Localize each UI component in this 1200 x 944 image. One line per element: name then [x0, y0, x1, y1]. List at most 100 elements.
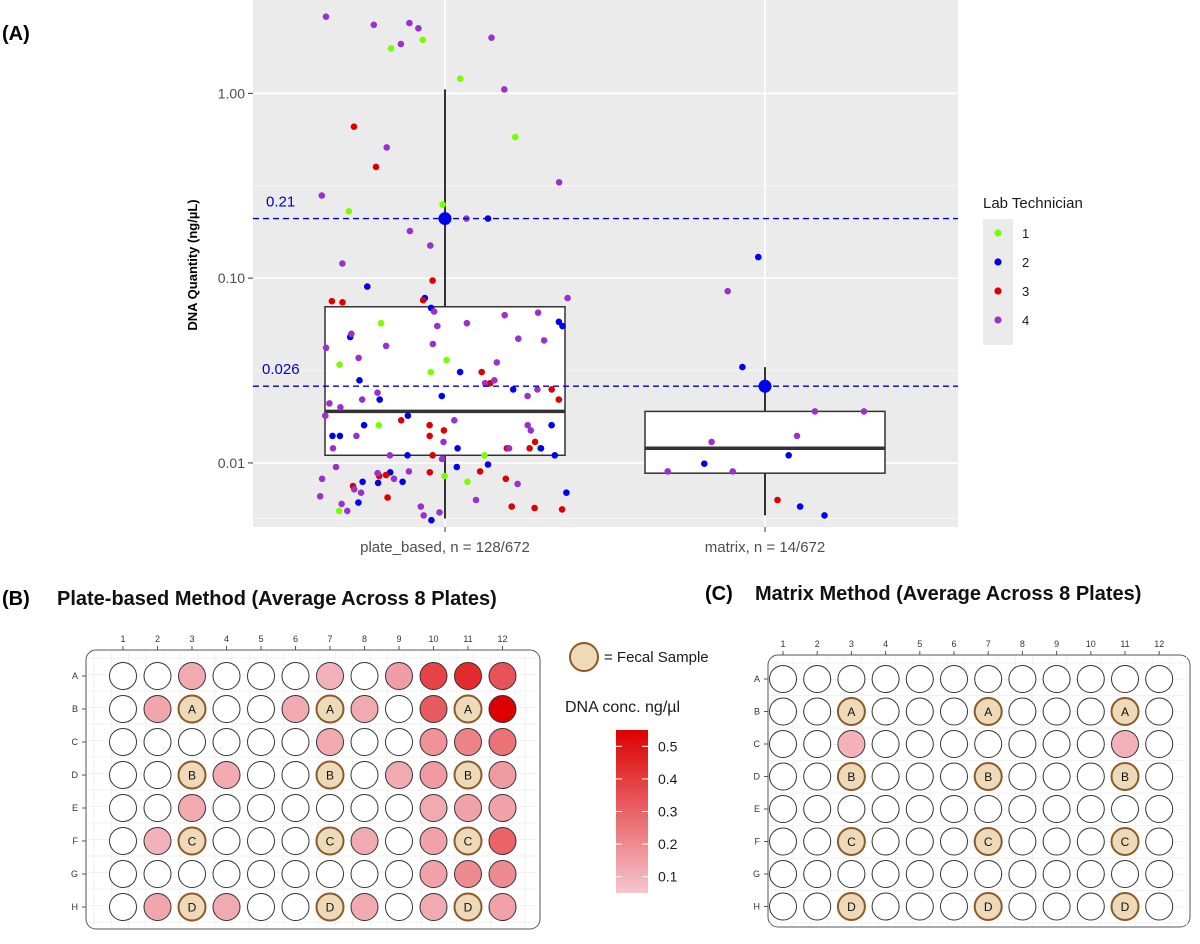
- well-G_12: [1145, 860, 1174, 888]
- well-A_12: [488, 662, 517, 690]
- well-A_7: [316, 662, 344, 690]
- well-D_4: [871, 762, 900, 791]
- data-point-tech-2: [453, 463, 461, 471]
- plate-col-label: 1: [780, 639, 785, 649]
- well-C_4: [212, 728, 241, 756]
- well-C_5: [247, 728, 275, 756]
- plate-row-label: G: [71, 869, 78, 879]
- well-H_1: [769, 892, 797, 921]
- well-fecal-B_7: [973, 697, 1003, 726]
- well-H_1: [109, 893, 137, 921]
- data-point-tech-4: [527, 427, 535, 434]
- data-point-tech-3: [502, 475, 510, 483]
- well-fecal-label: B: [847, 770, 855, 784]
- well-fecal-B_3: [177, 694, 207, 724]
- plate-col-label: 9: [1054, 639, 1059, 649]
- plate-row-label: E: [754, 804, 760, 814]
- well-C_7: [316, 728, 344, 756]
- well-F_1: [109, 827, 137, 855]
- well-G_11: [454, 860, 482, 888]
- well-fecal-label: A: [464, 703, 472, 717]
- data-point-tech-2: [821, 512, 828, 519]
- legend-label: 4: [1022, 313, 1029, 328]
- data-point-tech-3: [350, 123, 358, 130]
- well-A_10: [419, 662, 448, 690]
- plate-col-label: 4: [224, 634, 229, 644]
- well-G_11: [1111, 860, 1139, 888]
- data-point-tech-4: [430, 308, 438, 315]
- plate-row-label: B: [72, 704, 78, 714]
- data-point-tech-1: [512, 133, 519, 141]
- colorbar-title: DNA conc. ng/µl: [565, 699, 680, 716]
- data-point-tech-3: [774, 496, 781, 504]
- data-point-tech-2: [701, 460, 708, 468]
- well-A_8: [1008, 665, 1037, 693]
- well-fecal-H_7: [973, 892, 1003, 921]
- well-A_3: [178, 662, 206, 690]
- well-B_10: [1076, 697, 1105, 726]
- plate-col-label: 11: [1120, 639, 1129, 649]
- well-fecal-label: D: [1121, 900, 1130, 914]
- data-point-tech-2: [336, 432, 344, 440]
- well-fecal-label: B: [326, 769, 334, 783]
- well-G_5: [905, 860, 934, 888]
- reference-line-label: 0.21: [266, 194, 295, 211]
- plate-col-label: 11: [463, 634, 472, 644]
- y-tick-label: 0.10: [218, 270, 245, 286]
- data-point-tech-3: [429, 452, 437, 459]
- data-point-tech-1: [387, 45, 395, 52]
- well-fecal-D_3: [177, 760, 207, 790]
- well-B_8: [350, 695, 379, 723]
- well-C_10: [419, 728, 448, 756]
- well-D_9: [385, 761, 413, 789]
- well-fecal-F_7: [973, 827, 1003, 856]
- well-A_2: [143, 662, 172, 690]
- well-fecal-F_11: [453, 826, 483, 856]
- data-point-tech-4: [472, 496, 480, 504]
- well-fecal-D_7: [315, 760, 345, 790]
- well-C_9: [1042, 730, 1071, 758]
- well-G_5: [247, 860, 275, 888]
- well-F_5: [247, 827, 275, 855]
- plate-row-label: D: [754, 772, 761, 782]
- data-point-tech-4: [438, 455, 446, 463]
- well-F_8: [350, 827, 379, 855]
- data-point-tech-3: [384, 494, 391, 501]
- data-point-tech-3: [397, 417, 405, 424]
- well-E_10: [419, 794, 448, 822]
- data-point-tech-4: [337, 404, 344, 411]
- data-point-tech-2: [359, 478, 366, 486]
- data-point-tech-2: [755, 253, 762, 261]
- well-B_4: [212, 695, 241, 723]
- data-point-tech-4: [415, 25, 422, 32]
- y-tick-label: 1.00: [218, 85, 245, 101]
- plate-row-label: H: [754, 902, 761, 912]
- well-E_6: [281, 794, 310, 822]
- plate-col-label: 8: [1020, 639, 1025, 649]
- data-point-tech-3: [476, 468, 484, 475]
- well-G_12: [488, 860, 517, 888]
- well-A_12: [1145, 665, 1174, 693]
- data-point-tech-4: [488, 34, 495, 41]
- well-H_12: [488, 893, 517, 921]
- data-point-tech-4: [358, 396, 366, 403]
- data-point-tech-3: [328, 297, 336, 305]
- well-fecal-H_11: [453, 892, 483, 922]
- data-point-tech-4: [524, 392, 531, 400]
- well-fecal-F_3: [836, 827, 866, 856]
- data-point-tech-4: [501, 86, 508, 93]
- data-point-tech-2: [484, 461, 492, 468]
- plate-col-label: 4: [883, 639, 888, 649]
- well-fecal-label: C: [464, 835, 473, 849]
- data-point-tech-4: [322, 344, 330, 352]
- legend-label: 1: [1022, 226, 1029, 241]
- data-point-tech-2: [438, 392, 446, 400]
- data-point-tech-1: [336, 361, 343, 369]
- well-E_8: [350, 794, 379, 822]
- data-point-tech-4: [860, 408, 868, 415]
- well-E_9: [1042, 795, 1071, 823]
- data-point-tech-4: [729, 468, 736, 475]
- well-A_1: [769, 665, 797, 693]
- well-C_1: [109, 728, 137, 756]
